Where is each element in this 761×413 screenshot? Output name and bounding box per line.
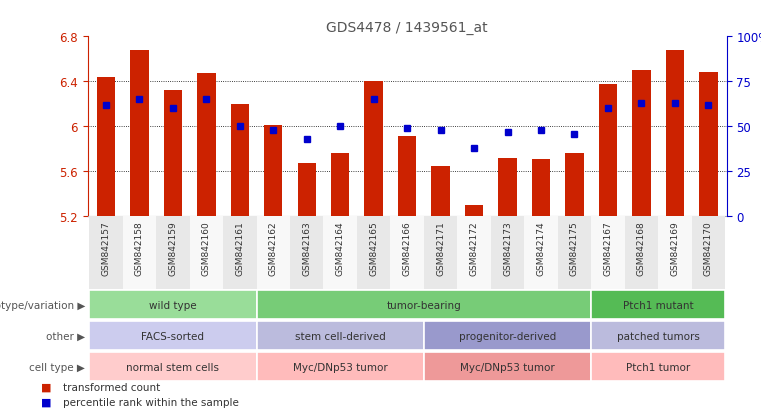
Text: percentile rank within the sample: percentile rank within the sample: [63, 396, 239, 407]
Text: ■: ■: [41, 396, 52, 407]
Bar: [465, 206, 483, 217]
Bar: [431, 166, 450, 217]
Text: GSM842169: GSM842169: [670, 221, 680, 275]
Bar: [123, 217, 156, 289]
Text: progenitor-derived: progenitor-derived: [459, 331, 556, 341]
Text: Myc/DNp53 tumor: Myc/DNp53 tumor: [293, 362, 387, 372]
Bar: [365, 82, 383, 217]
Text: GSM842162: GSM842162: [269, 221, 278, 275]
Bar: [130, 51, 148, 217]
Text: tumor-bearing: tumor-bearing: [387, 300, 461, 310]
Bar: [231, 104, 249, 217]
Bar: [424, 321, 591, 351]
Text: GSM842165: GSM842165: [369, 221, 378, 275]
Bar: [424, 217, 457, 289]
Text: patched tumors: patched tumors: [616, 331, 699, 341]
Bar: [424, 352, 591, 382]
Bar: [164, 91, 182, 217]
Bar: [256, 352, 424, 382]
Bar: [390, 217, 424, 289]
Bar: [323, 217, 357, 289]
Bar: [256, 217, 290, 289]
Text: GSM842160: GSM842160: [202, 221, 211, 275]
Bar: [457, 217, 491, 289]
Bar: [398, 137, 416, 217]
Bar: [156, 217, 189, 289]
Text: GSM842170: GSM842170: [704, 221, 713, 275]
Bar: [298, 164, 316, 217]
Bar: [357, 217, 390, 289]
Bar: [632, 71, 651, 217]
Bar: [591, 321, 725, 351]
Bar: [89, 352, 256, 382]
Text: other ▶: other ▶: [46, 331, 85, 341]
Bar: [331, 154, 349, 217]
Text: ■: ■: [41, 382, 52, 392]
Text: GSM842158: GSM842158: [135, 221, 144, 275]
Bar: [189, 217, 223, 289]
Text: GSM842174: GSM842174: [537, 221, 546, 275]
Text: genotype/variation ▶: genotype/variation ▶: [0, 300, 85, 310]
Bar: [625, 217, 658, 289]
Bar: [591, 352, 725, 382]
Bar: [524, 217, 558, 289]
Bar: [558, 217, 591, 289]
Text: GSM842171: GSM842171: [436, 221, 445, 275]
Bar: [89, 217, 123, 289]
Bar: [256, 290, 591, 320]
Bar: [264, 126, 282, 217]
Bar: [256, 321, 424, 351]
Bar: [666, 51, 684, 217]
Text: GSM842159: GSM842159: [168, 221, 177, 275]
Text: wild type: wild type: [149, 300, 196, 310]
Text: GSM842163: GSM842163: [302, 221, 311, 275]
Text: Ptch1 tumor: Ptch1 tumor: [626, 362, 690, 372]
Bar: [591, 290, 725, 320]
Bar: [290, 217, 323, 289]
Bar: [498, 159, 517, 217]
Text: GSM842173: GSM842173: [503, 221, 512, 275]
Bar: [97, 78, 115, 217]
Text: normal stem cells: normal stem cells: [126, 362, 219, 372]
Text: stem cell-derived: stem cell-derived: [295, 331, 386, 341]
Bar: [658, 217, 692, 289]
Text: GSM842167: GSM842167: [603, 221, 613, 275]
Bar: [89, 290, 256, 320]
Text: GSM842172: GSM842172: [470, 221, 479, 275]
Bar: [197, 74, 215, 217]
Text: GSM842164: GSM842164: [336, 221, 345, 275]
Bar: [565, 154, 584, 217]
Text: GSM842166: GSM842166: [403, 221, 412, 275]
Title: GDS4478 / 1439561_at: GDS4478 / 1439561_at: [326, 21, 488, 35]
Bar: [491, 217, 524, 289]
Bar: [599, 84, 617, 217]
Bar: [692, 217, 725, 289]
Text: Ptch1 mutant: Ptch1 mutant: [622, 300, 693, 310]
Bar: [591, 217, 625, 289]
Text: GSM842168: GSM842168: [637, 221, 646, 275]
Bar: [699, 73, 718, 217]
Text: GSM842175: GSM842175: [570, 221, 579, 275]
Bar: [223, 217, 256, 289]
Bar: [532, 159, 550, 217]
Text: transformed count: transformed count: [63, 382, 161, 392]
Text: Myc/DNp53 tumor: Myc/DNp53 tumor: [460, 362, 555, 372]
Bar: [89, 321, 256, 351]
Text: cell type ▶: cell type ▶: [29, 362, 85, 372]
Text: FACS-sorted: FACS-sorted: [142, 331, 205, 341]
Text: GSM842157: GSM842157: [101, 221, 110, 275]
Text: GSM842161: GSM842161: [235, 221, 244, 275]
